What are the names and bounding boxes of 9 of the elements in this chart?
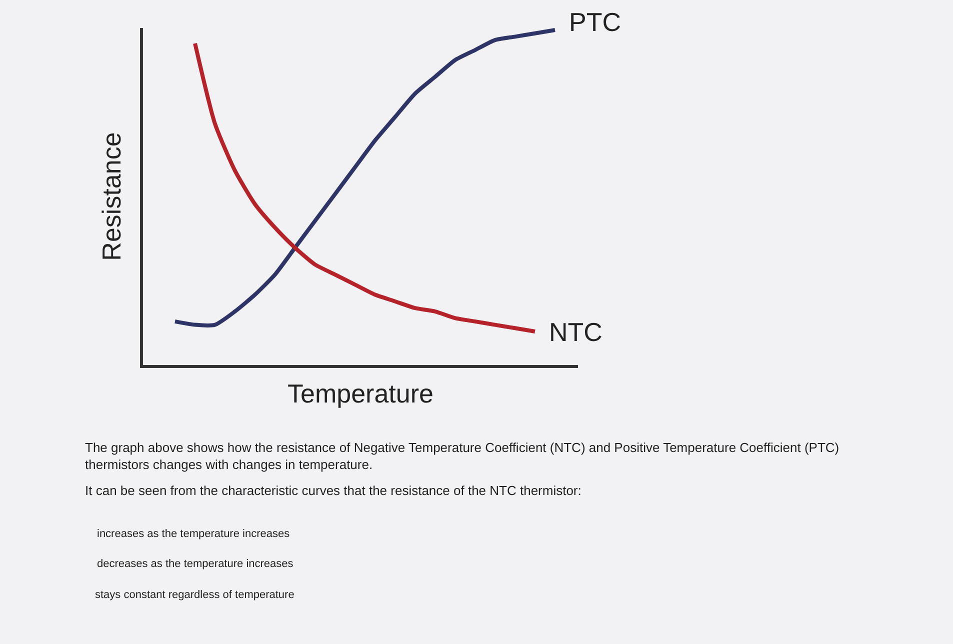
text: It can be seen from the characteristic curves that the resistance of the NTC thermistor: [85,483,582,498]
series-label: PTC [569,7,621,37]
text: increases as the temperature increases [97,528,290,540]
text: decreases as the temperature increases [97,558,294,570]
text: The graph above shows how the resistance of Negative Temperature Coefficient (NTC) and Positive Temperature Coefficient (PTC) thermistors changes with changes in temperature. [85,440,840,472]
y-axis-title: Resistance [96,132,126,261]
series-label: NTC [549,317,602,347]
x-axis-title: Temperature [288,378,434,409]
text: stays constant regardless of temperature [95,589,294,601]
